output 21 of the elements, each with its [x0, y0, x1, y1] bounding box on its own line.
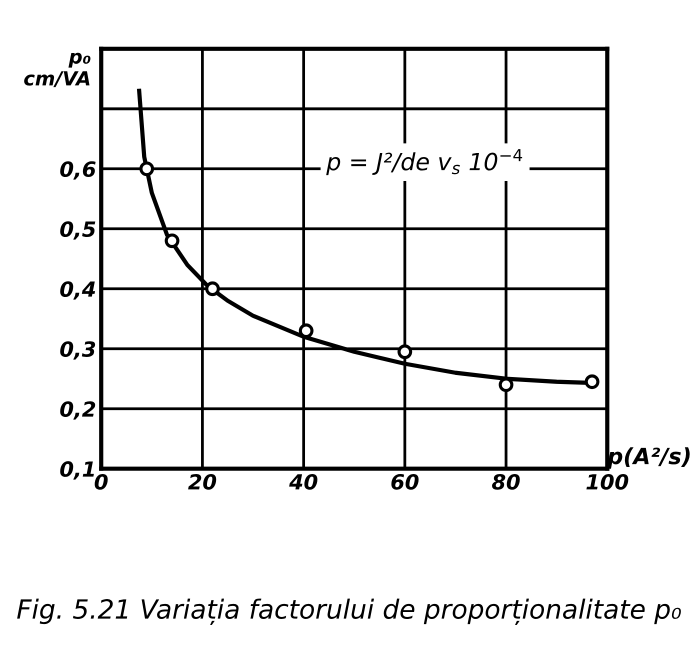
x-tick-label: 60 [391, 474, 419, 490]
y-tick-label: 0,5 [60, 221, 96, 240]
y-tick-label: 0,1 [60, 461, 94, 480]
x-tick-label: 40 [289, 474, 318, 490]
y-tick-label: 0,4 [60, 281, 96, 300]
x-tick-label: 20 [188, 474, 216, 490]
x-tick-label: 80 [492, 474, 520, 490]
point [298, 323, 314, 338]
point [164, 233, 180, 248]
point [584, 374, 600, 390]
x-tick-label: 0 [94, 474, 108, 490]
point [205, 281, 220, 296]
y-tick-label: 0,3 [60, 341, 96, 360]
y-axis-title: p₀ cm/VA [24, 52, 90, 88]
text: Fig. 5.21 Variația factorului de proporționalitate p₀ [17, 598, 681, 625]
point [139, 161, 154, 176]
x-tick-label: 100 [586, 474, 628, 490]
y-tick-label: 0,2 [60, 401, 96, 420]
y-tick-label: 0,6 [60, 161, 96, 180]
annotation: p = J²/de v$_{s}$ 10$^{−4}$ [326, 149, 522, 176]
point [398, 344, 412, 360]
